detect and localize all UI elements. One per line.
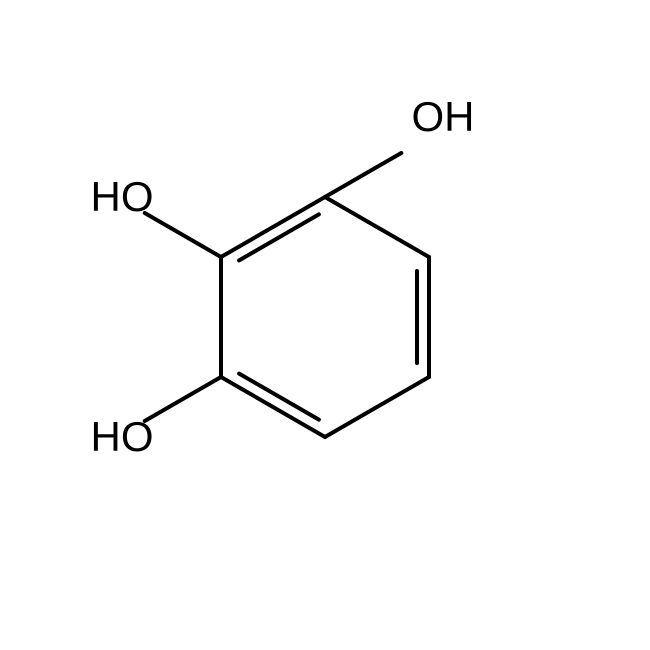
bond-line: [145, 213, 221, 257]
atom-label: HO: [91, 413, 154, 461]
bond-line: [221, 197, 325, 257]
bond-line: [325, 377, 429, 437]
bond-layer: [0, 0, 650, 650]
bond-line: [221, 377, 325, 437]
atom-label: HO: [91, 173, 154, 221]
bond-line: [325, 197, 429, 257]
atom-label: OH: [412, 93, 475, 141]
bond-line: [145, 377, 221, 421]
bond-line: [325, 153, 401, 197]
chemical-structure-diagram: OH HO HO: [0, 0, 650, 650]
